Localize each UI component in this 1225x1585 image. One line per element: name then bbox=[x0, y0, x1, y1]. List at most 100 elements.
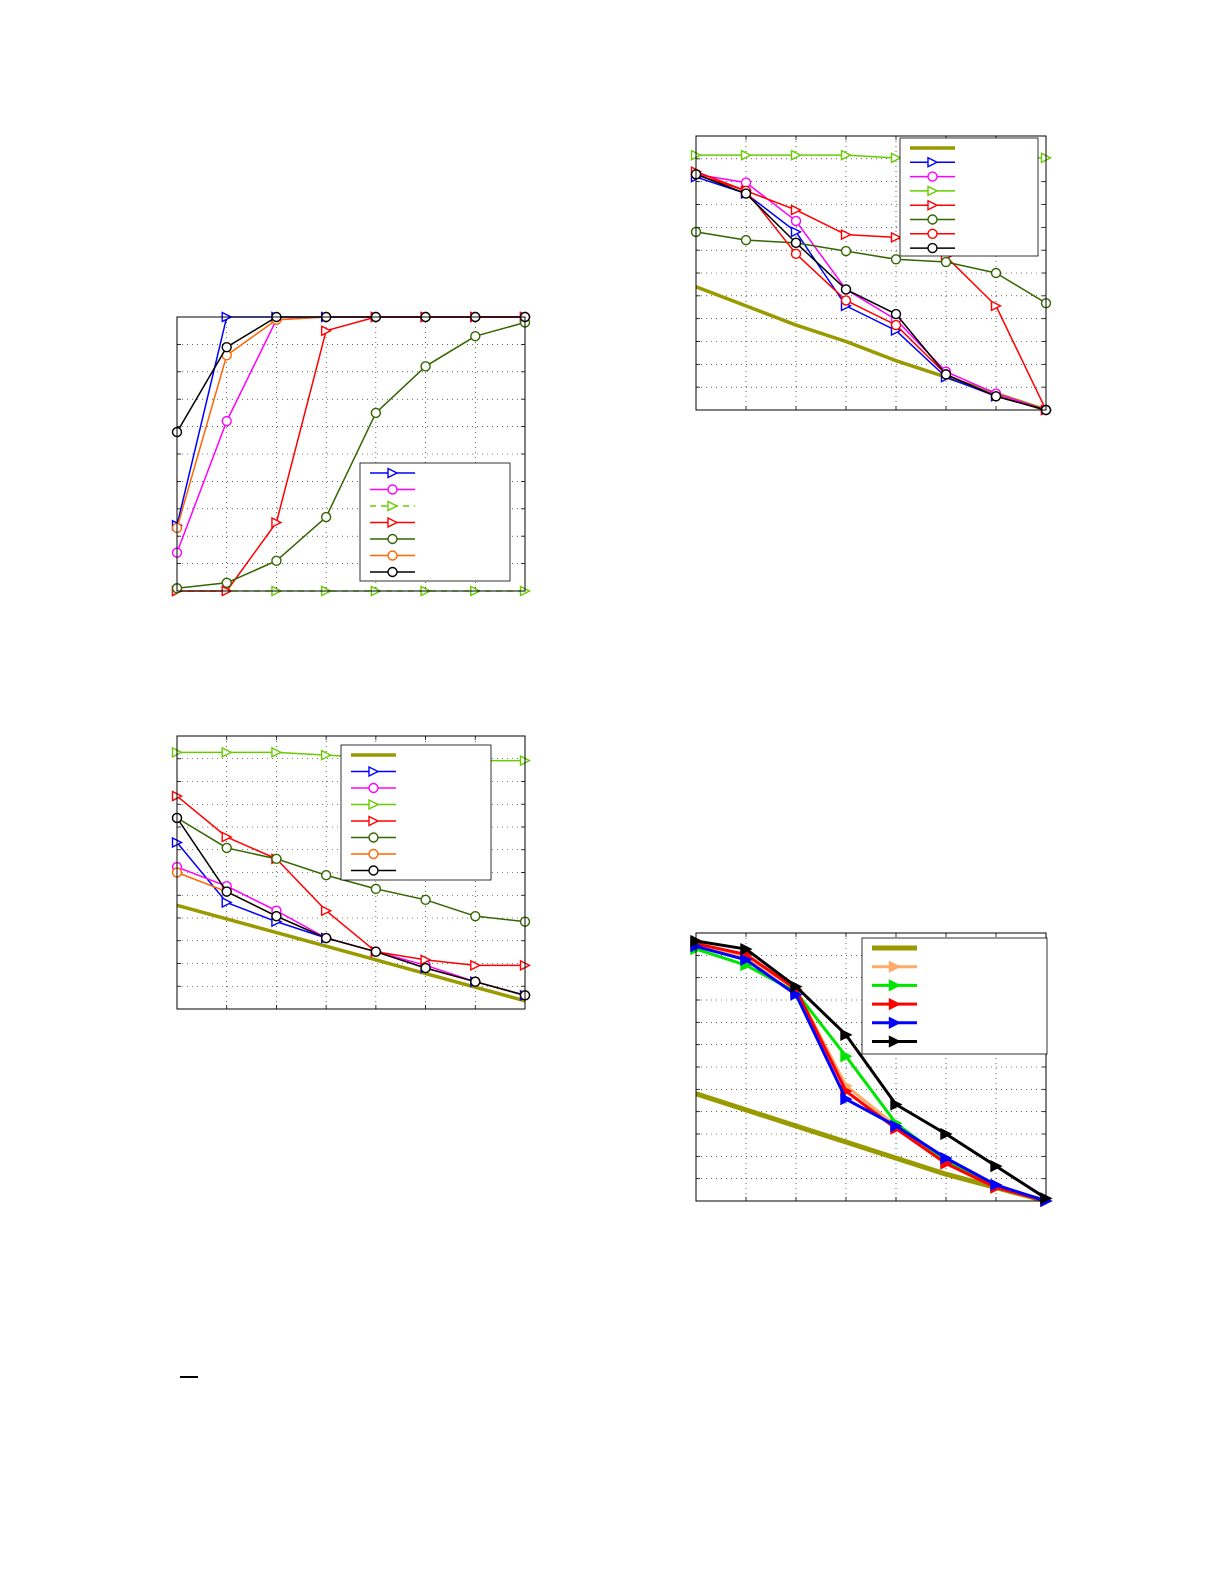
plot-frame bbox=[695, 135, 1047, 411]
legend-entry-marker bbox=[888, 1035, 902, 1048]
data-point bbox=[271, 910, 282, 922]
legend-entry-marker bbox=[368, 782, 379, 794]
data-point bbox=[271, 746, 283, 759]
data-point bbox=[940, 1151, 953, 1165]
legend-entry-marker bbox=[927, 228, 938, 240]
legend-entry-marker bbox=[368, 815, 380, 827]
chart-panel-4 bbox=[690, 932, 1053, 1208]
legend-box bbox=[340, 744, 492, 881]
series-line bbox=[176, 817, 526, 923]
series-line bbox=[695, 942, 1047, 1203]
data-point bbox=[740, 188, 752, 199]
legend-entry-marker bbox=[387, 484, 398, 495]
data-point bbox=[990, 1160, 1003, 1173]
series-line bbox=[176, 795, 525, 967]
series-1 bbox=[695, 285, 1047, 412]
data-point bbox=[990, 1178, 1003, 1192]
data-point bbox=[370, 883, 382, 895]
legend-entry-marker bbox=[927, 171, 938, 182]
data-point bbox=[940, 369, 952, 380]
data-point bbox=[271, 516, 283, 529]
data-point bbox=[740, 942, 753, 956]
data-point bbox=[470, 959, 482, 971]
dash-mark bbox=[180, 1376, 198, 1378]
data-point bbox=[740, 953, 753, 966]
data-point bbox=[890, 319, 902, 331]
legend-box bbox=[899, 137, 1039, 257]
data-point bbox=[890, 1098, 903, 1111]
series-8 bbox=[690, 169, 1052, 416]
legend-entry-marker bbox=[368, 832, 379, 843]
data-point bbox=[840, 295, 852, 306]
data-point bbox=[320, 325, 333, 337]
data-point bbox=[221, 842, 232, 854]
data-point bbox=[790, 980, 803, 993]
series-line bbox=[176, 817, 526, 997]
data-point bbox=[790, 988, 803, 1001]
legend-entry-marker bbox=[387, 516, 399, 529]
data-point bbox=[840, 245, 852, 257]
plot-frame bbox=[695, 932, 1047, 1202]
data-point bbox=[320, 749, 333, 761]
legend-entry-marker bbox=[927, 185, 939, 197]
data-point bbox=[890, 231, 903, 244]
data-point bbox=[840, 1093, 853, 1106]
data-point bbox=[320, 932, 332, 944]
series-line bbox=[695, 285, 1047, 412]
legend-entry-marker bbox=[387, 533, 398, 545]
plot-frame bbox=[176, 735, 526, 1010]
legend-entry-marker bbox=[368, 848, 379, 860]
chart-panel-2 bbox=[171, 735, 532, 1010]
data-point bbox=[740, 149, 753, 161]
series-line bbox=[695, 1091, 1047, 1204]
legend-entry-marker bbox=[927, 242, 938, 254]
data-point bbox=[790, 226, 803, 238]
data-point bbox=[221, 577, 232, 588]
series-line bbox=[695, 173, 1047, 411]
legend-entry-marker bbox=[387, 467, 399, 479]
legend-entry-marker bbox=[387, 500, 399, 512]
series-line bbox=[695, 231, 1047, 304]
data-point bbox=[740, 234, 752, 246]
data-point bbox=[271, 853, 282, 865]
data-point bbox=[790, 237, 802, 249]
data-point bbox=[840, 229, 853, 241]
series-1 bbox=[176, 903, 526, 1003]
data-point bbox=[271, 555, 282, 567]
data-point bbox=[940, 1127, 953, 1141]
legend-entry-marker bbox=[927, 199, 939, 211]
legend-entry-marker bbox=[387, 566, 398, 578]
data-point bbox=[890, 1119, 903, 1133]
legend-entry-marker bbox=[888, 960, 902, 973]
series-line bbox=[695, 173, 1047, 411]
data-point bbox=[470, 910, 481, 922]
series-line bbox=[695, 170, 1047, 411]
series-line bbox=[176, 321, 526, 590]
data-point bbox=[370, 407, 382, 419]
chart-svg bbox=[690, 932, 1053, 1208]
data-point bbox=[840, 149, 853, 161]
plot-frame bbox=[176, 316, 526, 592]
data-point bbox=[420, 962, 431, 974]
legend bbox=[899, 137, 1039, 257]
data-point bbox=[840, 1028, 853, 1041]
data-point bbox=[840, 284, 852, 295]
chart-panel-3 bbox=[690, 135, 1053, 416]
legend bbox=[340, 744, 492, 881]
data-point bbox=[221, 896, 233, 909]
data-point bbox=[221, 341, 232, 353]
legend-entry-marker bbox=[927, 214, 938, 225]
legend-entry-marker bbox=[368, 765, 380, 778]
data-point bbox=[420, 894, 431, 906]
series-5 bbox=[171, 317, 531, 594]
legend-entry-marker bbox=[927, 156, 939, 168]
legend-entry-marker bbox=[888, 1016, 902, 1029]
legend-entry-marker bbox=[368, 798, 380, 811]
data-point bbox=[370, 946, 382, 957]
series-line bbox=[695, 944, 1047, 1203]
legend-entry-marker bbox=[368, 865, 379, 876]
data-point bbox=[790, 149, 803, 161]
data-point bbox=[420, 954, 432, 966]
chart-svg bbox=[171, 311, 532, 597]
data-point bbox=[840, 1050, 853, 1063]
